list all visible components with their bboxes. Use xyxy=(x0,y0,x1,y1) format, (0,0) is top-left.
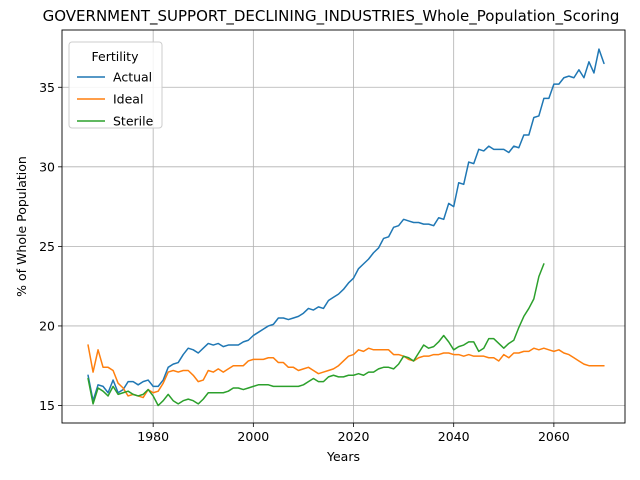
series-lines xyxy=(88,49,604,405)
legend: Fertility Actual Ideal Sterile xyxy=(69,42,162,129)
x-tick-label: 1980 xyxy=(137,429,169,444)
legend-title: Fertility xyxy=(92,49,140,64)
x-tick-label: 2040 xyxy=(438,429,470,444)
chart-title: GOVERNMENT_SUPPORT_DECLINING_INDUSTRIES_… xyxy=(43,7,620,26)
legend-label-actual: Actual xyxy=(113,70,152,85)
y-tick-label: 15 xyxy=(39,398,55,413)
y-axis-label: % of Whole Population xyxy=(14,156,29,297)
x-tick-label: 2020 xyxy=(338,429,370,444)
x-tick-label: 2000 xyxy=(237,429,269,444)
legend-label-sterile: Sterile xyxy=(113,114,154,129)
y-tick-label: 20 xyxy=(39,318,55,333)
series-line-ideal xyxy=(88,345,604,398)
x-axis-label: Years xyxy=(326,449,360,464)
series-line-actual xyxy=(88,49,604,401)
series-line-sterile xyxy=(88,264,544,406)
y-axis-ticks: 15 20 25 30 35 xyxy=(39,80,62,413)
y-tick-label: 25 xyxy=(39,239,55,254)
y-tick-label: 35 xyxy=(39,80,55,95)
x-axis-ticks: 1980 2000 2020 2040 2060 xyxy=(137,423,570,444)
x-tick-label: 2060 xyxy=(538,429,570,444)
y-tick-label: 30 xyxy=(39,159,55,174)
legend-label-ideal: Ideal xyxy=(113,92,143,107)
